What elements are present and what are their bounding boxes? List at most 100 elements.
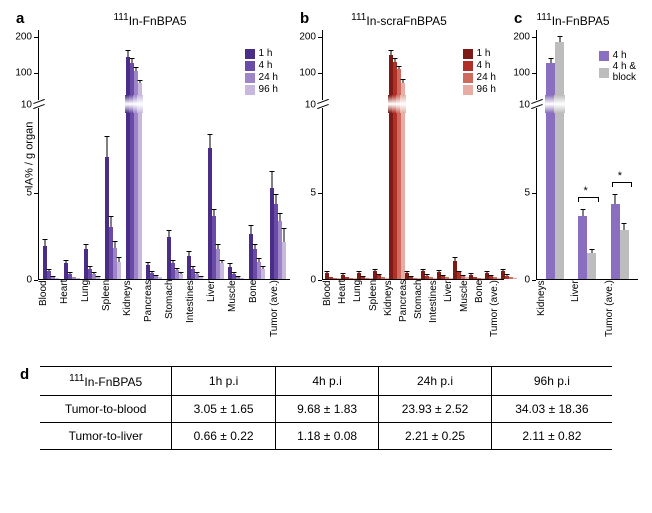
table-body: Tumor-to-blood3.05 ± 1.659.68 ± 1.8323.9… (40, 396, 612, 450)
panel-b-label: b (300, 10, 309, 27)
panels-row: a 111In-FnBPA5 IA% / g organ 1002000510 … (10, 10, 642, 350)
bar-group (341, 30, 357, 279)
legend-item: 96 h (463, 84, 496, 95)
chart-b: 1002000510 1 h4 h24 h96 h (294, 30, 504, 280)
legend-item: 4 h (463, 60, 496, 71)
bar (578, 216, 587, 279)
bar (117, 262, 121, 279)
legend-item: 1 h (245, 48, 278, 59)
legend-label: 96 h (477, 84, 496, 95)
panel-d: d 111In-FnBPA51h p.i4h p.i24h p.i96h p.i… (10, 366, 642, 450)
table-header-timepoint: 24h p.i (379, 367, 491, 396)
table-cell: 9.68 ± 1.83 (275, 396, 378, 423)
table-header-row: 111In-FnBPA51h p.i4h p.i24h p.i96h p.i (40, 367, 612, 396)
legend-label: 4 h (259, 60, 273, 71)
legend-swatch (463, 85, 473, 95)
sig-star: * (583, 185, 587, 197)
legend-item: 96 h (245, 84, 278, 95)
y-tick-label: 200 (299, 32, 316, 43)
bar (587, 253, 596, 279)
legend-label: 24 h (259, 72, 278, 83)
bar (261, 269, 265, 279)
legend-swatch (463, 61, 473, 71)
bar-group (325, 30, 341, 279)
y-tick-label: 100 (15, 67, 32, 78)
plot-b: 1 h4 h24 h96 h (323, 30, 504, 280)
y-tick-label: 0 (524, 275, 530, 286)
x-label: Stomach (164, 280, 185, 350)
bar (55, 278, 59, 279)
y-tick-label: 5 (310, 187, 316, 198)
panel-a-title: 111In-FnBPA5 (10, 12, 290, 28)
table-header-timepoint: 1h p.i (172, 367, 275, 396)
legend-swatch (245, 73, 255, 83)
x-label: Spleen (368, 280, 383, 350)
legend-swatch (599, 51, 609, 61)
legend-label: 1 h (477, 48, 491, 59)
y-tick-label: 100 (299, 67, 316, 78)
legend-item: 1 h (463, 48, 496, 59)
title-b-text: In-scraFnBPA5 (366, 14, 446, 28)
bar-group (144, 30, 165, 279)
legend-label: 4 h (613, 50, 627, 61)
legend-label: 24 h (477, 72, 496, 83)
title-a-text: In-FnBPA5 (129, 14, 187, 28)
x-label: Bone (248, 280, 269, 350)
legend-item: 24 h (245, 72, 278, 83)
plot-c: 4 h4 h &block ** (537, 30, 638, 280)
sup-a: 111 (113, 12, 128, 23)
panel-c-label: c (514, 10, 522, 27)
legend-item: 24 h (463, 72, 496, 83)
bar-group (206, 30, 227, 279)
x-label: Kidneys (383, 280, 398, 350)
x-label: Lung (352, 280, 367, 350)
x-label: Kidneys (122, 280, 143, 350)
x-label: Pancreas (143, 280, 164, 350)
y-tick-label: 0 (26, 275, 32, 286)
y-tick-label: 5 (524, 187, 530, 198)
legend-swatch (599, 68, 609, 78)
table-cell: 2.21 ± 0.25 (379, 423, 491, 450)
bar-group (123, 30, 144, 279)
x-label: Liver (570, 280, 604, 350)
x-label: Muscle (459, 280, 474, 350)
bar-group (41, 30, 62, 279)
bar (138, 83, 142, 279)
y-tick-label: 0 (310, 275, 316, 286)
bar (611, 204, 620, 279)
bar (546, 63, 555, 279)
table-header-timepoint: 96h p.i (491, 367, 612, 396)
y-tick-label: 10 (305, 100, 316, 111)
legend-label: 4 h (477, 60, 491, 71)
x-label: Lung (80, 280, 101, 350)
bar (240, 278, 244, 279)
bar (199, 276, 203, 279)
y-tick-label: 200 (513, 32, 530, 43)
xlabels-c: KidneysLiverTumor (ave.) (508, 280, 638, 350)
table-cell: 3.05 ± 1.65 (172, 396, 275, 423)
plot-a: 1 h4 h24 h96 h (39, 30, 290, 280)
sup-c: 111 (536, 12, 551, 23)
x-label: Pancreas (398, 280, 413, 350)
table-cell: 34.03 ± 18.36 (491, 396, 612, 423)
y-tick-label: 100 (513, 67, 530, 78)
y-axis-c: 1002000510 (508, 30, 537, 280)
y-tick-label: 10 (519, 100, 530, 111)
bar (620, 230, 629, 279)
bar (158, 277, 162, 279)
bar-group (405, 30, 421, 279)
bar-group (82, 30, 103, 279)
bar-group (164, 30, 185, 279)
bar-group (103, 30, 124, 279)
legend-b: 1 h4 h24 h96 h (463, 48, 496, 96)
panel-a: a 111In-FnBPA5 IA% / g organ 1002000510 … (10, 10, 290, 350)
legend-label: 96 h (259, 84, 278, 95)
legend-c: 4 h4 h &block (599, 50, 636, 84)
bar-group (421, 30, 437, 279)
y-axis-label-a: IA% / g organ (23, 122, 35, 189)
legend-swatch (245, 85, 255, 95)
panel-b: b 111In-scraFnBPA5 1002000510 1 h4 h24 h… (294, 10, 504, 350)
x-label: Liver (206, 280, 227, 350)
y-tick-label: 5 (26, 187, 32, 198)
y-tick-label: 200 (15, 32, 32, 43)
